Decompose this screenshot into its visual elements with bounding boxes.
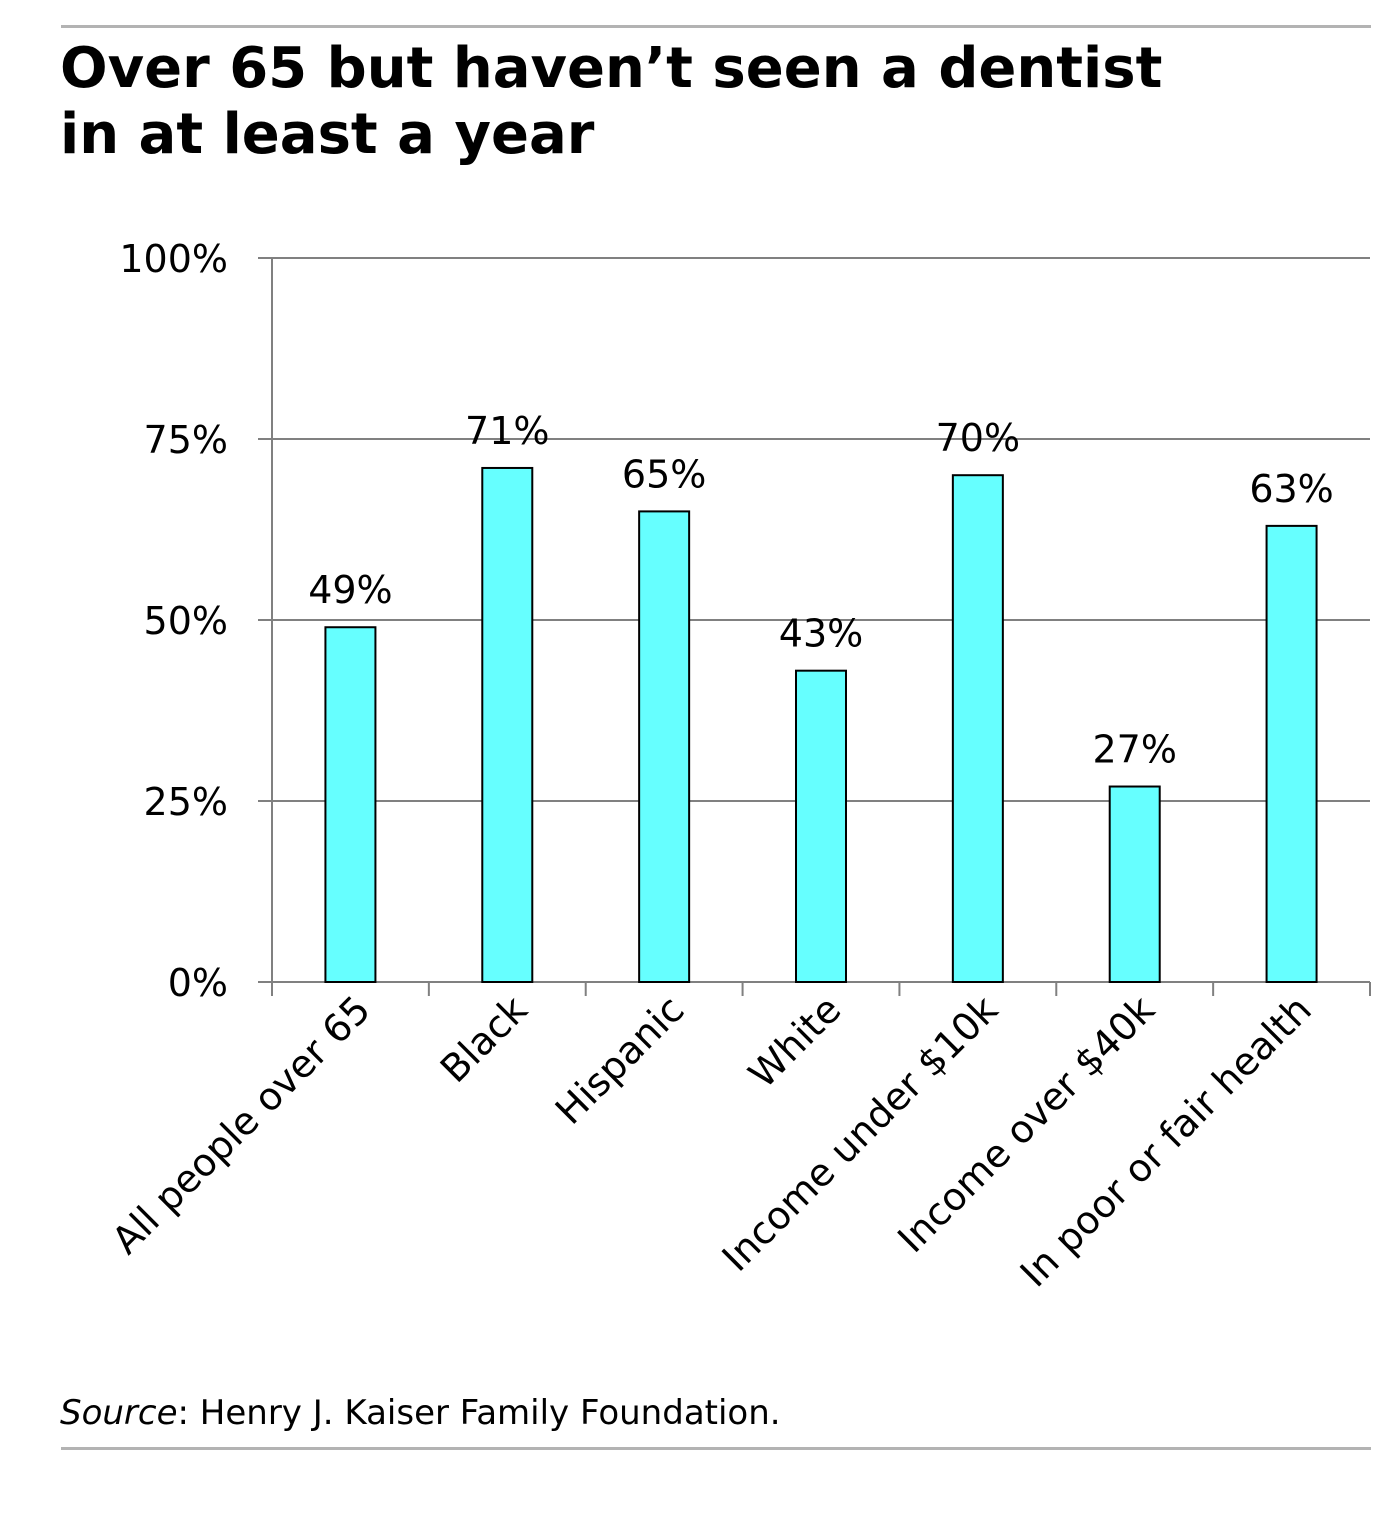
bottom-rule	[61, 1447, 1371, 1450]
category-label: White	[740, 987, 849, 1096]
source-note: Source: Henry J. Kaiser Family Foundatio…	[60, 1393, 781, 1433]
title-line-2: in at least a year	[60, 102, 595, 167]
y-tick-label: 25%	[144, 780, 228, 824]
title-line-1: Over 65 but haven’t seen a dentist	[60, 36, 1163, 101]
data-label: 71%	[465, 409, 549, 453]
bar	[481, 466, 534, 983]
category-label: Hispanic	[547, 987, 693, 1133]
category-label: All people over 65	[104, 987, 379, 1262]
data-label: 70%	[936, 416, 1020, 460]
y-tick-label: 0%	[168, 961, 228, 1005]
y-tick-label: 100%	[119, 237, 228, 281]
category-label: Income under $10k	[714, 987, 1007, 1280]
source-text: : Henry J. Kaiser Family Foundation.	[177, 1393, 781, 1433]
bar-chart: 0% 25% 50% 75% 100% 49% All people over 65 71% B…	[104, 237, 1371, 1295]
y-tick-label: 75%	[144, 418, 228, 462]
data-label: 65%	[622, 452, 706, 496]
bar	[951, 474, 1004, 983]
data-label: 49%	[308, 568, 392, 612]
bar	[795, 669, 847, 983]
y-tick-label: 50%	[144, 599, 228, 643]
top-rule	[61, 25, 1371, 28]
category-label: In poor or fair health	[1012, 987, 1320, 1295]
category-label: Black	[432, 987, 536, 1091]
bar	[324, 626, 377, 983]
data-label: 43%	[779, 612, 863, 656]
data-label: 63%	[1249, 467, 1333, 511]
bar	[638, 510, 691, 983]
category-label: Income over $40k	[889, 987, 1163, 1261]
bar	[1265, 524, 1318, 983]
bar	[1108, 785, 1161, 984]
chart-title: Over 65 but haven’t seen a dentist in at…	[60, 36, 1360, 168]
source-label: Source	[60, 1393, 178, 1433]
data-label: 27%	[1092, 728, 1176, 772]
